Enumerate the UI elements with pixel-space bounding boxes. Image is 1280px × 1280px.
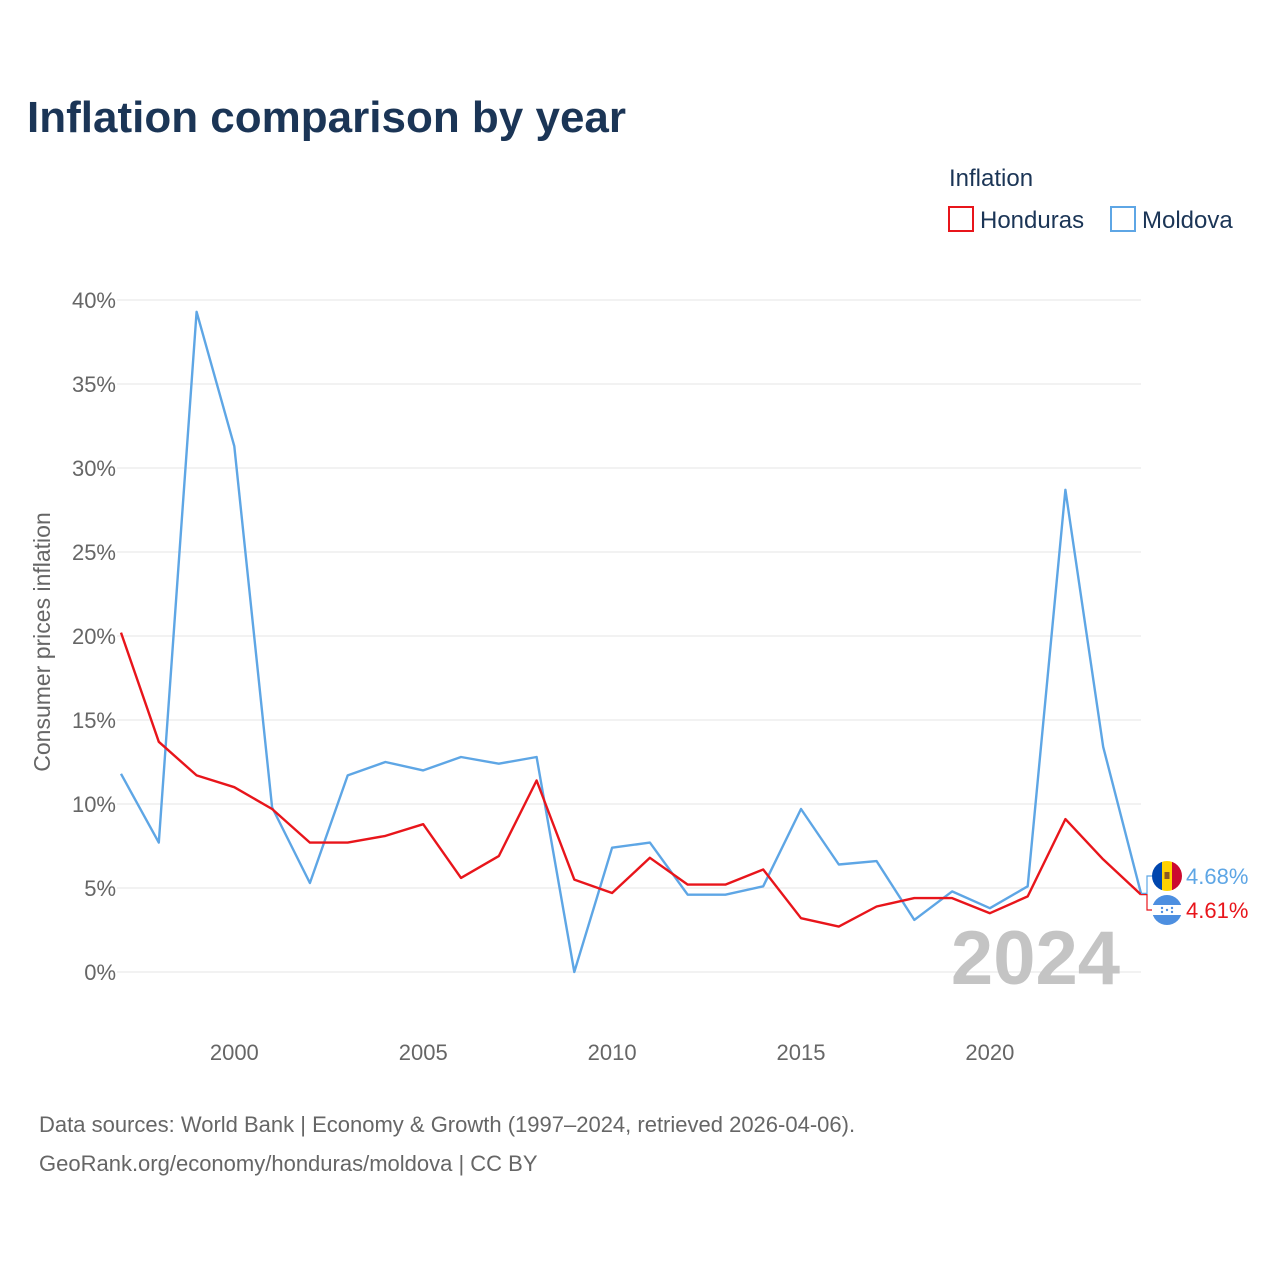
x-tick-label: 2020 <box>965 1040 1014 1065</box>
y-tick-label: 0% <box>84 960 116 985</box>
series-lines <box>119 310 1143 974</box>
y-tick-label: 20% <box>72 624 116 649</box>
x-tick-labels: 2000 2005 2010 2015 2020 <box>210 1040 1015 1065</box>
y-axis-label: Consumer prices inflation <box>29 512 55 772</box>
legend-label-honduras: Honduras <box>980 207 1084 234</box>
grid-lines <box>117 299 1141 973</box>
legend-item-moldova[interactable]: Moldova <box>1110 206 1233 234</box>
x-tick-label: 2010 <box>588 1040 637 1065</box>
honduras-flag-icon <box>1152 895 1182 925</box>
legend: Inflation Honduras Moldova <box>948 165 1233 234</box>
legend-title: Inflation <box>949 165 1033 192</box>
y-tick-label: 40% <box>72 288 116 313</box>
end-label-honduras: 4.61% <box>1186 898 1248 923</box>
source-line-1: Data sources: World Bank | Economy & Gro… <box>39 1112 855 1137</box>
moldova-flag-icon <box>1152 861 1182 891</box>
legend-label-moldova: Moldova <box>1142 207 1233 234</box>
end-label-connector-honduras <box>1141 894 1152 911</box>
y-tick-label: 5% <box>84 876 116 901</box>
end-labels: 4.68% 4.61% <box>1141 864 1248 923</box>
legend-swatch-honduras <box>948 206 974 232</box>
y-tick-label: 10% <box>72 792 116 817</box>
end-label-connector-moldova <box>1141 875 1152 894</box>
y-tick-label: 15% <box>72 708 116 733</box>
y-tick-label: 25% <box>72 540 116 565</box>
legend-item-honduras[interactable]: Honduras <box>948 206 1084 234</box>
x-tick-label: 2015 <box>777 1040 826 1065</box>
end-label-moldova: 4.68% <box>1186 864 1248 889</box>
legend-swatch-moldova <box>1110 206 1136 232</box>
x-tick-label: 2000 <box>210 1040 259 1065</box>
series-line-honduras[interactable] <box>119 632 1142 928</box>
chart-title: Inflation comparison by year <box>27 93 626 142</box>
y-tick-label: 30% <box>72 456 116 481</box>
y-tick-labels: 0% 5% 10% 15% 20% 25% 30% 35% 40% <box>72 288 116 985</box>
y-tick-label: 35% <box>72 372 116 397</box>
source-line-2: GeoRank.org/economy/honduras/moldova | C… <box>39 1151 538 1176</box>
series-line-moldova[interactable] <box>119 310 1143 974</box>
x-tick-label: 2005 <box>399 1040 448 1065</box>
current-year-label: 2024 <box>951 916 1120 1001</box>
